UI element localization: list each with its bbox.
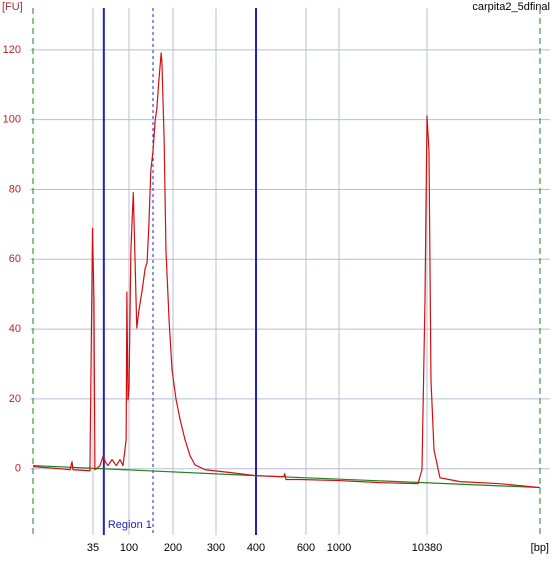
x-tick-label: 1000 <box>327 542 351 554</box>
x-tick-label: 100 <box>120 542 138 554</box>
x-tick-label: 400 <box>247 542 265 554</box>
y-tick-label: 40 <box>9 323 21 335</box>
chart-title: carpita2_5dfinal <box>472 1 550 13</box>
x-tick-label: 35 <box>87 542 99 554</box>
region-label: Region 1 <box>108 519 152 531</box>
x-tick-label: 300 <box>207 542 225 554</box>
y-tick-label: 100 <box>3 114 21 126</box>
x-unit: [bp] <box>531 542 549 554</box>
series-line <box>33 52 540 489</box>
x-tick-label: 200 <box>164 542 182 554</box>
y-tick-label: 80 <box>9 183 21 195</box>
y-unit: [FU] <box>2 1 23 13</box>
y-tick-label: 0 <box>15 463 21 475</box>
x-tick-label: 600 <box>297 542 315 554</box>
y-tick-label: 20 <box>9 393 21 405</box>
y-tick-label: 120 <box>3 44 21 56</box>
x-tick-label: 10380 <box>412 542 443 554</box>
y-tick-label: 60 <box>9 253 21 265</box>
